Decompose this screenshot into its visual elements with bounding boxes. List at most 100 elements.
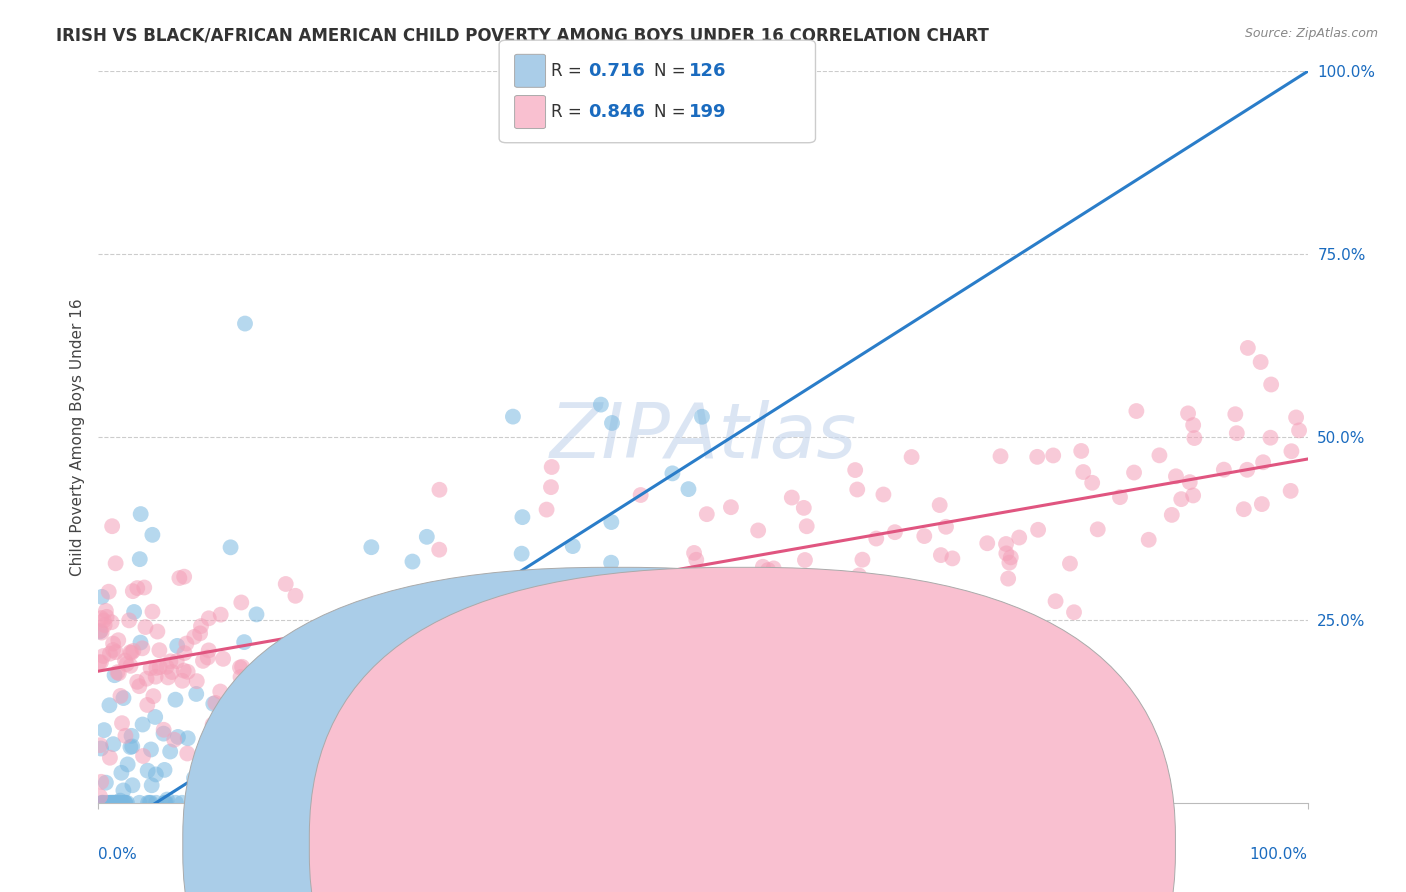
Point	[173, 664, 195, 678]
Point	[474, 636, 496, 650]
Point	[145, 661, 167, 675]
Point	[205, 796, 228, 810]
Point	[136, 764, 159, 778]
Point	[90, 655, 112, 669]
Point	[1008, 531, 1031, 545]
Point	[794, 553, 817, 567]
Point	[120, 658, 142, 673]
Point	[1123, 466, 1146, 480]
Point	[197, 643, 219, 657]
Point	[143, 710, 166, 724]
Point	[222, 698, 245, 713]
Point	[600, 515, 623, 529]
Point	[262, 796, 284, 810]
Point	[132, 749, 155, 764]
Point	[990, 449, 1012, 463]
Point	[183, 771, 205, 785]
Point	[153, 796, 176, 810]
Point	[183, 630, 205, 644]
Point	[1081, 475, 1104, 490]
Point	[188, 626, 211, 640]
Point	[122, 605, 145, 619]
Point	[1170, 492, 1192, 507]
Text: 199: 199	[689, 103, 727, 121]
Point	[1182, 431, 1205, 445]
Point	[683, 546, 706, 560]
Point	[249, 764, 271, 779]
Point	[1182, 418, 1205, 433]
Point	[212, 652, 235, 666]
Point	[135, 672, 157, 686]
Point	[1260, 377, 1282, 392]
Point	[1281, 444, 1303, 458]
Point	[1237, 341, 1260, 355]
Point	[231, 595, 253, 609]
Point	[209, 607, 232, 622]
Point	[134, 620, 156, 634]
Point	[107, 633, 129, 648]
Point	[250, 696, 273, 710]
Point	[851, 552, 873, 566]
Point	[188, 787, 211, 801]
Point	[685, 553, 707, 567]
Point	[796, 519, 818, 533]
Point	[783, 615, 806, 630]
Point	[1288, 424, 1310, 438]
Point	[97, 796, 120, 810]
Point	[176, 636, 198, 650]
Point	[197, 650, 219, 665]
Point	[756, 563, 779, 577]
Point	[291, 646, 314, 660]
Point	[93, 723, 115, 738]
Point	[780, 491, 803, 505]
Point	[112, 691, 135, 706]
Point	[641, 624, 664, 638]
Point	[90, 774, 112, 789]
Text: Blacks/African Americans: Blacks/African Americans	[759, 838, 953, 852]
Point	[103, 737, 125, 751]
Point	[98, 796, 121, 810]
Point	[284, 589, 307, 603]
Point	[139, 742, 162, 756]
Point	[111, 716, 134, 731]
Point	[170, 796, 193, 810]
Point	[233, 796, 256, 810]
Point	[91, 796, 114, 810]
Point	[153, 763, 176, 777]
Point	[101, 796, 124, 810]
Point	[186, 687, 208, 701]
Point	[1164, 469, 1187, 483]
Point	[239, 796, 262, 810]
Point	[127, 581, 149, 595]
Text: 0.716: 0.716	[588, 62, 644, 79]
Point	[304, 789, 326, 803]
Point	[589, 398, 612, 412]
Point	[209, 684, 232, 698]
Point	[637, 582, 659, 596]
Point	[110, 765, 132, 780]
Point	[543, 570, 565, 584]
Point	[846, 483, 869, 497]
Point	[554, 597, 576, 611]
Point	[416, 530, 439, 544]
Point	[90, 796, 112, 810]
Point	[233, 796, 256, 810]
Point	[357, 607, 380, 622]
Point	[97, 584, 120, 599]
Point	[912, 529, 935, 543]
Point	[121, 778, 143, 792]
Point	[995, 546, 1018, 560]
Point	[935, 520, 957, 534]
Point	[136, 796, 159, 810]
Point	[928, 498, 950, 512]
Point	[305, 665, 328, 679]
Point	[1250, 497, 1272, 511]
Point	[540, 480, 562, 494]
Point	[294, 632, 316, 647]
Point	[156, 792, 179, 806]
Point	[1000, 550, 1022, 565]
Point	[402, 587, 425, 601]
Point	[485, 629, 508, 643]
Point	[155, 796, 177, 810]
Point	[149, 660, 172, 674]
